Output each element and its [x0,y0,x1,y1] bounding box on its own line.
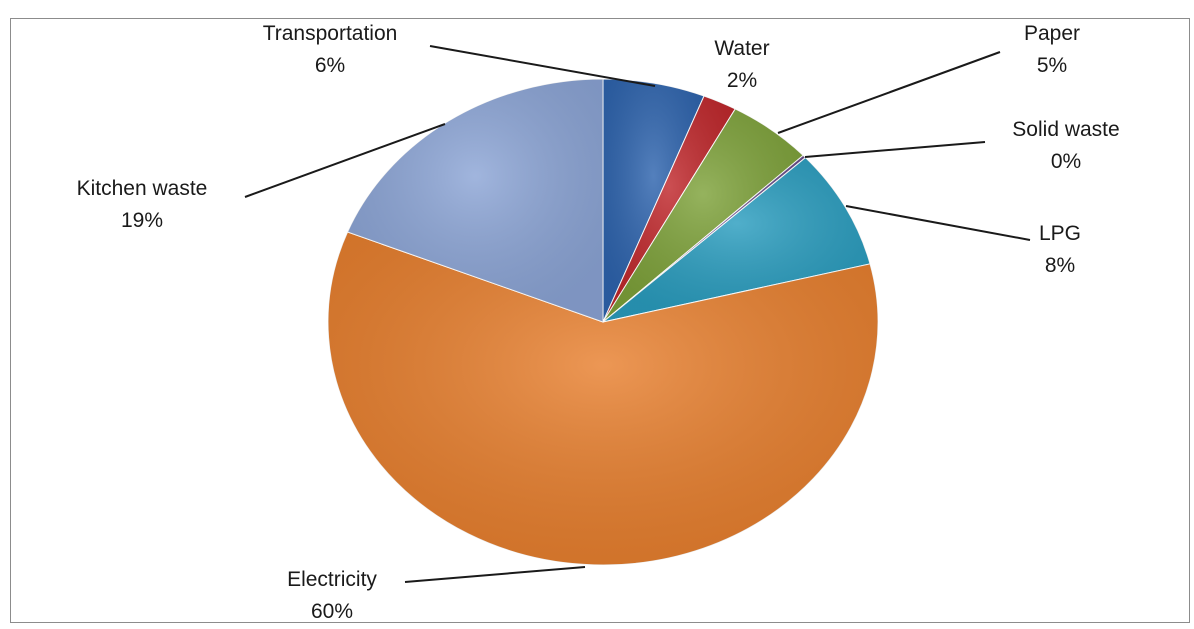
leader-line-paper [777,51,1001,134]
slice-shade-water [603,95,736,322]
leader-line-lpg [845,205,1031,241]
slice-value-transportation: 6% [315,54,345,77]
slice-label-kitchen-waste: Kitchen waste [77,177,208,200]
slice-label-lpg: LPG [1039,222,1081,245]
slice-value-paper: 5% [1037,54,1067,77]
slice-value-electricity: 60% [311,600,353,623]
leader-line-kitchen-waste [244,123,446,198]
leader-line-solid-waste [804,141,986,158]
leader-line-transportation [429,45,656,87]
slice-label-solid-waste: Solid waste [1012,118,1119,141]
slice-label-paper: Paper [1024,22,1080,45]
slice-value-solid-waste: 0% [1051,150,1081,173]
slice-shade-electricity [328,232,878,565]
slice-label-transportation: Transportation [263,22,398,45]
slice-value-lpg: 8% [1045,254,1075,277]
slice-shade-paper [603,108,804,323]
slice-shade-lpg [603,157,871,322]
slice-value-kitchen-waste: 19% [121,209,163,232]
leader-line-electricity [404,566,586,583]
slice-label-water: Water [714,37,769,60]
slice-value-water: 2% [727,69,757,92]
slice-shade-transportation [603,79,705,322]
slice-label-electricity: Electricity [287,568,377,591]
slice-shade-kitchen-waste [347,78,603,322]
